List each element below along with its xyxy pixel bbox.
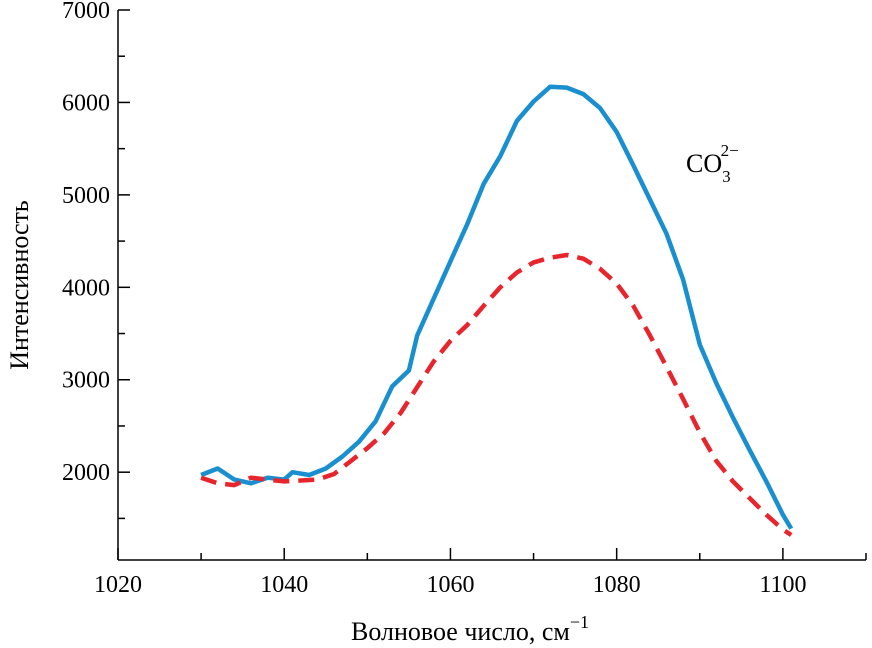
carbonate-ion-base: CO [686,149,722,178]
y-axis-title: Интенсивность [5,200,34,370]
ticks: 1020 1040 1060 1080 1100 2000 3000 4000 5000 6000… [62,0,867,598]
y-tick-label-2000: 2000 [62,460,110,486]
series-line-1 [200,84,794,530]
x-tick-label-1060: 1060 [426,572,474,598]
series [200,84,794,537]
x-tick-label-1100: 1100 [759,572,806,598]
x-axis-title: Волновое число, см−1 [351,612,589,646]
x-axis-title-exponent: −1 [570,612,589,632]
x-tick-label-1040: 1040 [260,572,308,598]
carbonate-ion-superscript: 2− [721,141,739,160]
y-tick-label-6000: 6000 [62,90,110,116]
axes [117,10,866,561]
y-tick-label-5000: 5000 [62,183,110,209]
x-tick-label-1020: 1020 [94,572,142,598]
carbonate-ion-subscript: 3 [722,167,731,186]
y-tick-label-3000: 3000 [62,368,110,394]
series-line-2 [200,252,793,537]
x-axis-title-text: Волновое число, см [351,617,570,646]
y-tick-label-4000: 4000 [62,275,110,301]
carbonate-ion-label: CO3 2− [686,141,739,186]
x-tick-label-1080: 1080 [593,572,641,598]
y-tick-label-7000: 7000 [62,0,110,24]
